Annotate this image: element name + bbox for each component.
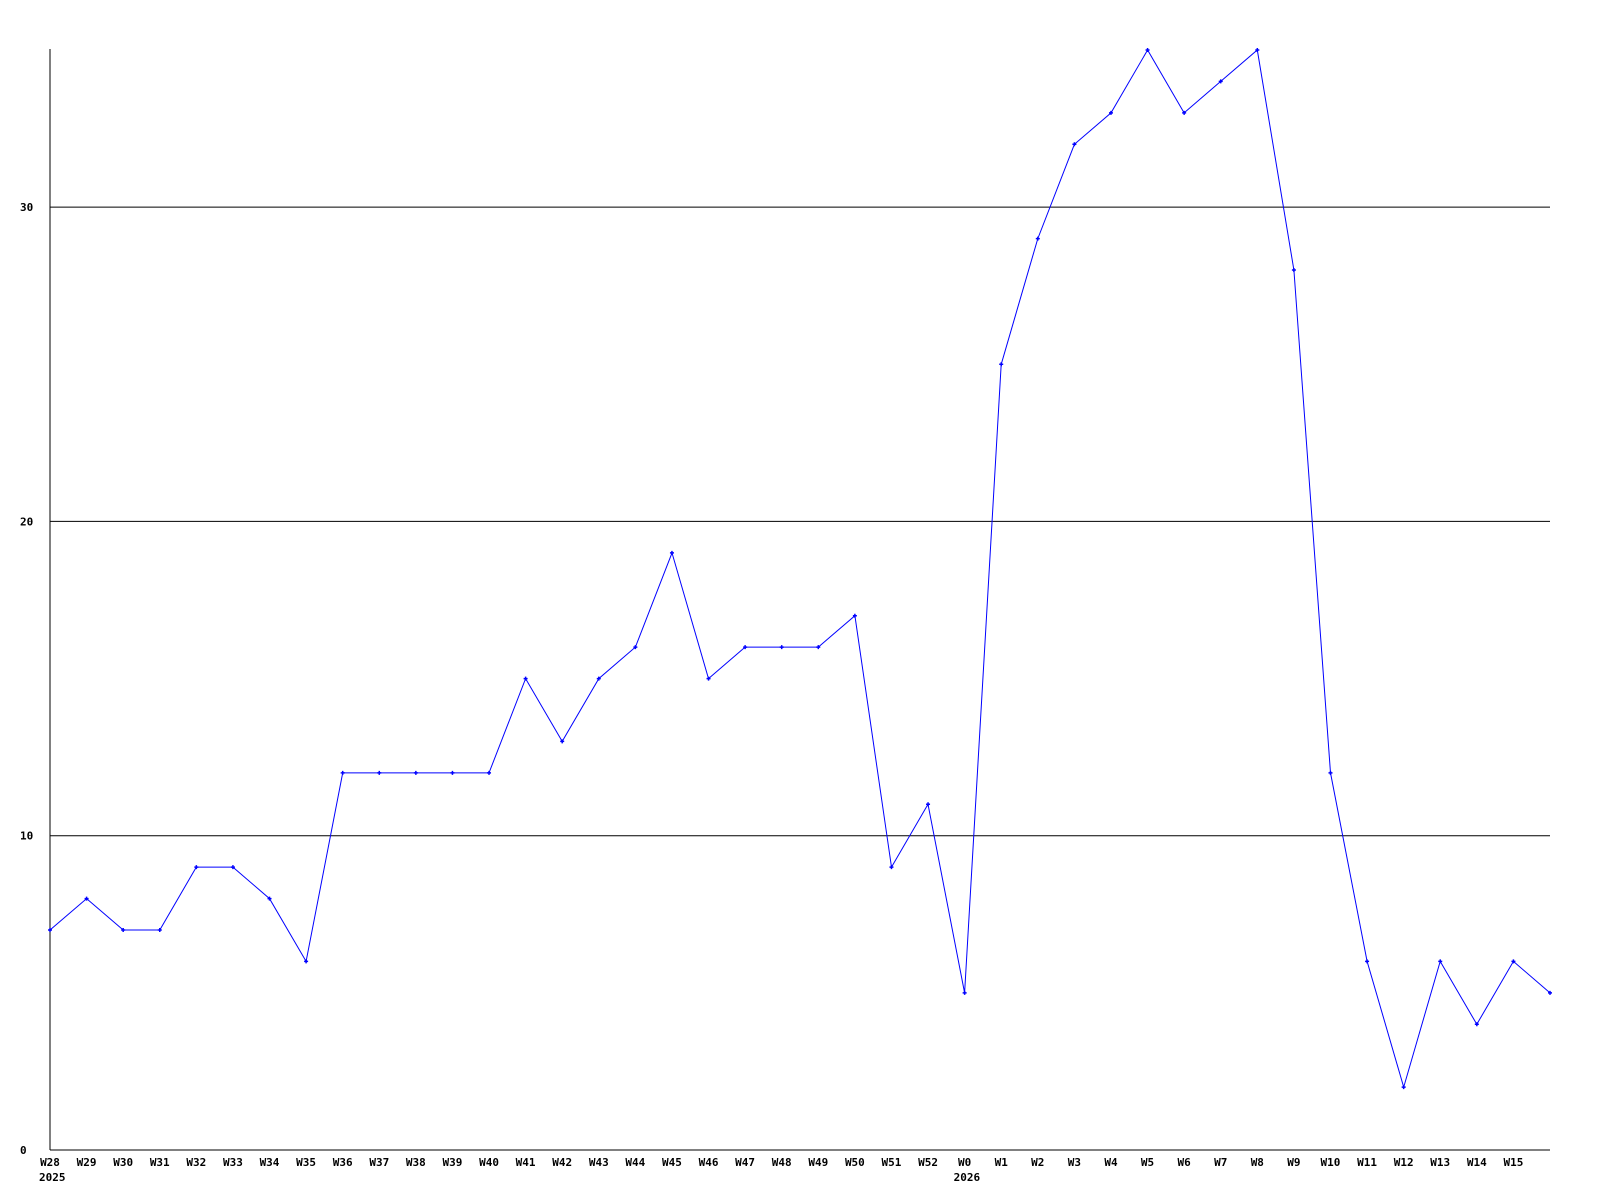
data-point <box>999 362 1004 367</box>
data-point <box>1108 110 1113 115</box>
data-point <box>194 865 199 870</box>
x-tick-label: W51 <box>882 1156 902 1169</box>
data-point <box>1474 1022 1479 1027</box>
data-point <box>889 865 894 870</box>
x-tick-label: W8 <box>1251 1156 1264 1169</box>
data-point <box>84 896 89 901</box>
x-tick-label: W31 <box>150 1156 170 1169</box>
x-tick-label: W1 <box>995 1156 1009 1169</box>
x-tick-label: W4 <box>1104 1156 1118 1169</box>
data-point <box>1182 110 1187 115</box>
x-tick-label: W42 <box>552 1156 572 1169</box>
x-tick-label: W11 <box>1357 1156 1377 1169</box>
data-point <box>304 959 309 964</box>
data-point <box>816 645 821 650</box>
x-tick-label: W47 <box>735 1156 755 1169</box>
data-point <box>267 896 272 901</box>
data-point <box>523 676 528 681</box>
x-tick-label: W32 <box>186 1156 206 1169</box>
x-tick-label: W5 <box>1141 1156 1154 1169</box>
data-point <box>596 676 601 681</box>
x-tick-label: W34 <box>260 1156 280 1169</box>
data-point <box>1511 959 1516 964</box>
data-point <box>852 613 857 618</box>
data-point <box>779 645 784 650</box>
data-point <box>669 550 674 555</box>
x-tick-label: W14 <box>1467 1156 1487 1169</box>
x-tick-label: W6 <box>1178 1156 1192 1169</box>
data-point <box>1072 142 1077 147</box>
x-tick-label: W49 <box>808 1156 828 1169</box>
data-point <box>926 802 931 807</box>
x-tick-label: W33 <box>223 1156 243 1169</box>
data-point <box>706 676 711 681</box>
x-tick-label: W45 <box>662 1156 682 1169</box>
year-label: 2026 <box>954 1171 981 1184</box>
data-point <box>633 645 638 650</box>
y-tick-label: 0 <box>20 1144 27 1157</box>
year-label: 2025 <box>39 1171 66 1184</box>
data-point <box>48 928 52 932</box>
data-point <box>560 739 565 744</box>
x-tick-label: W15 <box>1503 1156 1523 1169</box>
data-point <box>1401 1085 1406 1090</box>
x-tick-label: W40 <box>479 1156 499 1169</box>
x-tick-label: W0 <box>958 1156 971 1169</box>
data-point <box>1218 79 1223 84</box>
data-point <box>230 865 235 870</box>
x-tick-label: W37 <box>369 1156 389 1169</box>
x-tick-label: W9 <box>1287 1156 1300 1169</box>
data-point <box>1145 48 1150 52</box>
data-point <box>487 770 492 775</box>
data-point <box>413 770 418 775</box>
x-tick-label: W12 <box>1394 1156 1414 1169</box>
data-point <box>1548 990 1552 995</box>
data-point <box>121 928 126 932</box>
y-tick-label: 30 <box>20 201 33 214</box>
data-point <box>1438 959 1443 964</box>
x-tick-label: W48 <box>772 1156 792 1169</box>
data-point <box>377 770 382 775</box>
data-point <box>157 928 162 932</box>
x-tick-label: W28 <box>40 1156 60 1169</box>
x-tick-label: W10 <box>1321 1156 1341 1169</box>
data-point <box>1255 48 1260 52</box>
x-tick-label: W30 <box>113 1156 133 1169</box>
data-point <box>1365 959 1370 964</box>
x-tick-label: W41 <box>516 1156 536 1169</box>
x-tick-label: W43 <box>589 1156 609 1169</box>
data-point <box>340 770 345 775</box>
x-tick-label: W35 <box>296 1156 316 1169</box>
x-tick-label: W46 <box>699 1156 719 1169</box>
y-tick-label: 10 <box>20 830 33 843</box>
x-tick-label: W50 <box>845 1156 865 1169</box>
data-point <box>1328 770 1333 775</box>
x-tick-label: W29 <box>77 1156 97 1169</box>
x-tick-label: W44 <box>625 1156 645 1169</box>
data-point <box>1035 236 1040 241</box>
y-tick-label: 20 <box>20 515 33 528</box>
x-tick-label: W13 <box>1430 1156 1450 1169</box>
data-point <box>743 645 748 650</box>
x-tick-label: W38 <box>406 1156 426 1169</box>
x-tick-label: W2 <box>1031 1156 1044 1169</box>
x-tick-label: W52 <box>918 1156 938 1169</box>
x-tick-label: W36 <box>333 1156 353 1169</box>
data-point <box>1291 268 1296 272</box>
series-line <box>49 49 1551 1089</box>
data-point <box>450 770 455 775</box>
x-tick-label: W7 <box>1214 1156 1227 1169</box>
data-point <box>962 990 967 995</box>
x-tick-label: W39 <box>443 1156 463 1169</box>
x-tick-label: W3 <box>1068 1156 1081 1169</box>
